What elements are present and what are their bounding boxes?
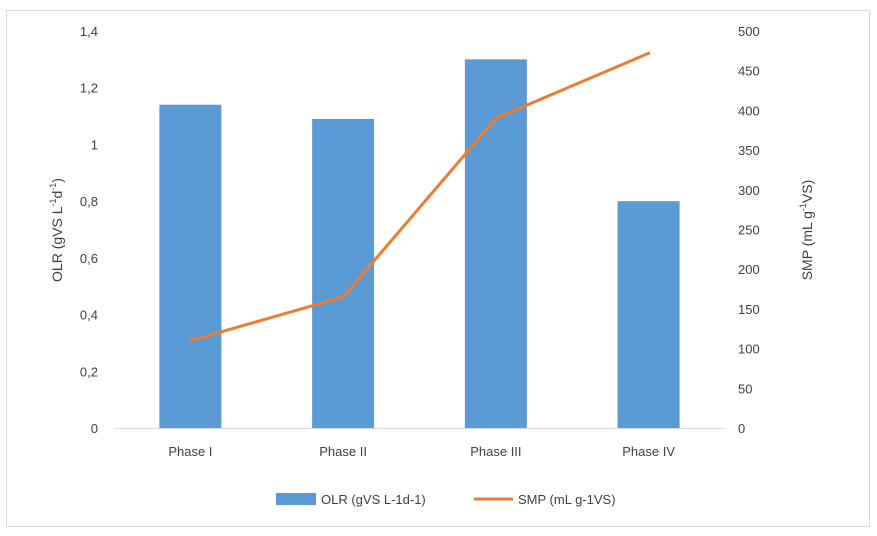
left-tick-label: 0,6 (80, 251, 98, 266)
left-tick-label: 1,4 (80, 24, 98, 39)
left-axis-label: OLR (gVS L-1d-1) (48, 178, 65, 282)
chart-border (6, 10, 870, 527)
olr-bar (617, 201, 680, 428)
right-tick-label: 200 (738, 262, 760, 277)
legend: OLR (gVS L-1d-1) SMP (mL g-1VS) (276, 492, 616, 507)
left-axis-label-end: ) (49, 178, 65, 183)
right-axis-label: SMP (mL g-1VS) (798, 180, 815, 281)
smp-point (341, 295, 345, 299)
left-tick-label: 0,4 (80, 308, 98, 323)
category-labels: Phase I Phase II Phase III Phase IV (168, 444, 675, 459)
right-tick-label: 450 (738, 64, 760, 79)
left-tick-label: 0 (91, 421, 98, 436)
category-label: Phase IV (622, 444, 675, 459)
left-tick-label: 1,2 (80, 81, 98, 96)
smp-line (188, 51, 651, 343)
legend-label-smp: SMP (mL g-1VS) (518, 492, 616, 507)
right-tick-label: 500 (738, 24, 760, 39)
left-tick-label: 0,8 (80, 194, 98, 209)
category-label: Phase III (470, 444, 521, 459)
right-axis-ticks: 0 50 100 150 200 250 300 350 400 450 500 (738, 24, 760, 436)
legend-label-olr: OLR (gVS L-1d-1) (321, 492, 426, 507)
left-tick-label: 0,2 (80, 364, 98, 379)
right-tick-label: 350 (738, 143, 760, 158)
category-label: Phase II (319, 444, 367, 459)
right-tick-label: 400 (738, 103, 760, 118)
smp-point (494, 116, 498, 120)
olr-bar (159, 104, 222, 428)
category-label: Phase I (168, 444, 212, 459)
left-axis-label-base: OLR (gVS L (49, 206, 65, 282)
smp-line-series (188, 51, 651, 343)
olr-bars (159, 59, 680, 429)
right-tick-label: 150 (738, 302, 760, 317)
smp-point (647, 51, 651, 55)
left-tick-label: 1 (91, 137, 98, 152)
right-tick-label: 250 (738, 223, 760, 238)
smp-point (188, 339, 192, 343)
right-tick-label: 50 (738, 381, 752, 396)
right-axis-label-base: SMP (mL g (799, 211, 815, 280)
left-axis-label-sup2: -1 (48, 183, 58, 191)
left-axis-label-mid: d (49, 191, 65, 199)
left-axis-label-sup1: -1 (48, 198, 58, 206)
olr-bar (464, 59, 527, 428)
right-tick-label: 0 (738, 421, 745, 436)
legend-swatch-olr (276, 493, 316, 505)
right-tick-label: 300 (738, 183, 760, 198)
right-axis-label-end: VS) (799, 180, 815, 203)
right-tick-label: 100 (738, 342, 760, 357)
right-axis-label-sup: -1 (798, 203, 808, 211)
left-axis-ticks: 0 0,2 0,4 0,6 0,8 1 1,2 1,4 (80, 24, 98, 436)
